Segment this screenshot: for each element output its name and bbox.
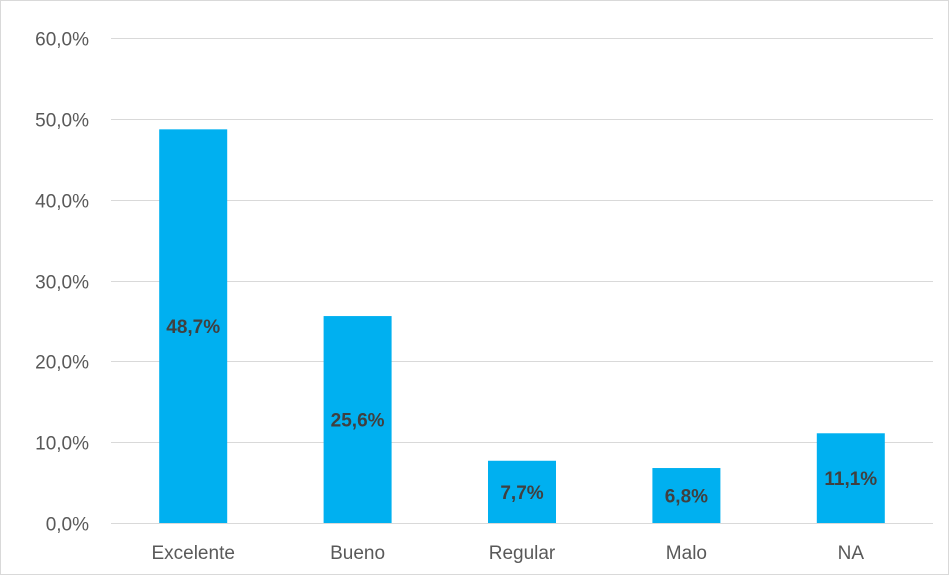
y-tick-label: 10,0%	[35, 434, 89, 455]
x-category-label: Excelente	[151, 543, 234, 564]
x-category-label: Malo	[666, 543, 707, 564]
bars	[159, 129, 885, 523]
bar-excelente	[159, 129, 228, 523]
data-label: 6,8%	[665, 487, 708, 508]
data-label: 25,6%	[331, 411, 385, 432]
x-category-label: Bueno	[330, 543, 385, 564]
y-tick-label: 20,0%	[35, 353, 89, 374]
data-labels: 48,7% 25,6% 7,7% 6,8% 11,1%	[166, 317, 877, 507]
y-tick-label: 0,0%	[46, 515, 89, 536]
bar-bueno	[323, 316, 392, 523]
y-tick-label: 60,0%	[35, 30, 89, 51]
y-tick-label: 40,0%	[35, 192, 89, 213]
data-label: 48,7%	[166, 317, 220, 338]
y-axis-tick-labels: 0,0% 10,0% 20,0% 30,0% 40,0% 50,0% 60,0%	[35, 30, 89, 536]
bar-regular	[488, 460, 556, 523]
x-axis-category-labels: Excelente Bueno Regular Malo NA	[151, 543, 864, 564]
data-label: 11,1%	[824, 469, 877, 490]
y-tick-label: 30,0%	[35, 273, 89, 294]
data-label: 7,7%	[500, 483, 543, 504]
x-category-label: Regular	[489, 543, 556, 564]
x-category-label: NA	[838, 543, 865, 564]
gridlines	[111, 38, 933, 524]
y-tick-label: 50,0%	[35, 111, 89, 132]
bar-na	[816, 433, 885, 523]
bar-malo	[652, 468, 721, 523]
